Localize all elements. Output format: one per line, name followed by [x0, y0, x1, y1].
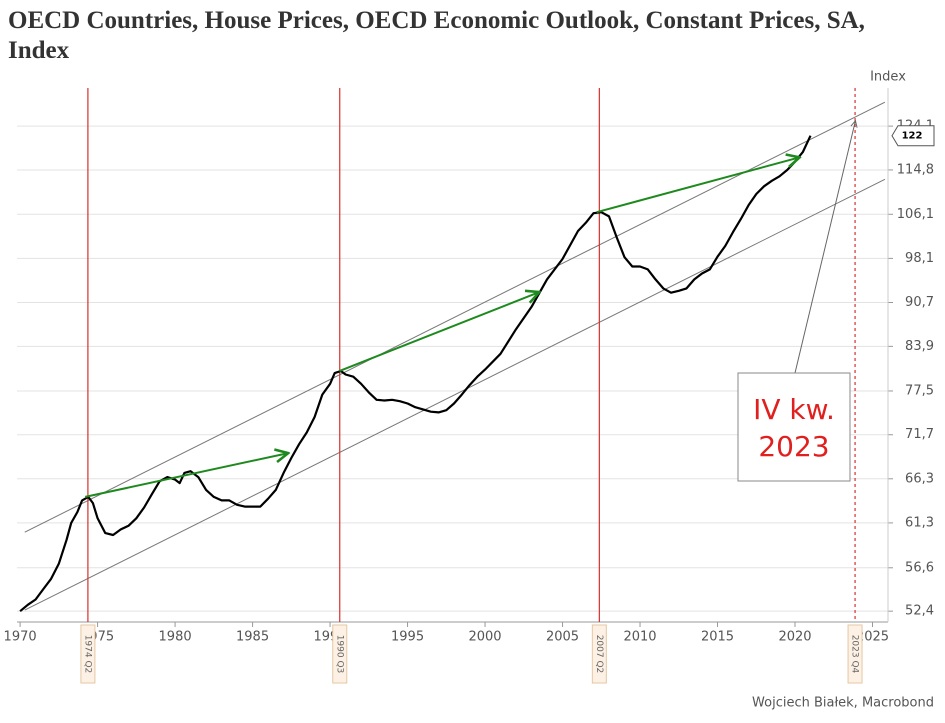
- marker-label-box: [332, 624, 348, 684]
- y-tick-label: 66,3: [905, 471, 934, 486]
- x-tick-label: 2000: [468, 630, 501, 645]
- y-tick-label: 52,4: [905, 604, 934, 619]
- end-label-box: [891, 125, 935, 147]
- chart-title: OECD Countries, House Prices, OECD Econo…: [8, 7, 865, 64]
- x-tick-label: 2025: [856, 630, 889, 645]
- annotation-text: IV kw.: [753, 393, 835, 426]
- annotation-text: 2023: [758, 430, 829, 463]
- y-tick-label: 61,3: [905, 515, 934, 530]
- y-tick-label: 114,8: [897, 162, 934, 177]
- x-tick-label: 1995: [391, 630, 424, 645]
- x-tick-label: 1985: [236, 630, 269, 645]
- y-tick-label: 90,7: [905, 295, 934, 310]
- source: Wojciech Białek, Macrobond: [752, 696, 934, 711]
- x-tick-label: 2015: [701, 630, 734, 645]
- x-tick-label: 2020: [778, 630, 811, 645]
- marker-label: 1974 Q2: [82, 635, 92, 674]
- y-tick-label: 56,6: [905, 560, 934, 575]
- marker-label: 1990 Q3: [334, 635, 344, 674]
- y-tick-label: 106,1: [897, 207, 934, 222]
- x-tick-label: 2005: [546, 630, 579, 645]
- end-label: 122: [902, 131, 923, 142]
- trend-arrow: [596, 157, 800, 214]
- annotation-box: [737, 372, 851, 482]
- x-tick-label: 1970: [4, 630, 37, 645]
- y-tick-label: 98,1: [905, 251, 934, 266]
- marker-label-box: [80, 624, 96, 684]
- trend-arrow: [84, 453, 288, 498]
- trend-line: [24, 178, 886, 611]
- y-tick-label: 83,9: [905, 339, 934, 354]
- marker-label: 2023 Q4: [850, 635, 860, 674]
- y-tick-label: 77,5: [905, 383, 934, 398]
- marker-label-box: [847, 624, 863, 684]
- y-axis-label: Index: [870, 70, 906, 85]
- marker-label: 2007 Q2: [594, 635, 604, 674]
- series-line: [19, 135, 812, 613]
- x-tick-label: 1980: [159, 630, 192, 645]
- y-tick-label: 71,7: [905, 427, 934, 442]
- trend-arrow: [338, 292, 539, 372]
- annotation-arrow: [794, 121, 855, 374]
- x-tick-label: 2010: [623, 630, 656, 645]
- marker-label-box: [591, 624, 607, 684]
